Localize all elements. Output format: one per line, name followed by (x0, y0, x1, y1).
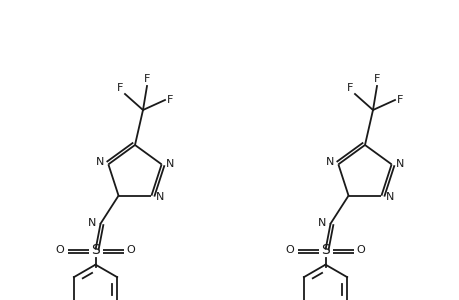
Text: N: N (385, 192, 393, 202)
Text: N: N (395, 159, 403, 169)
Text: O: O (356, 245, 364, 255)
Text: O: O (126, 245, 135, 255)
Text: N: N (88, 218, 96, 228)
Text: N: N (155, 192, 163, 202)
Text: N: N (325, 157, 334, 167)
Text: S: S (91, 243, 100, 257)
Text: N: N (96, 157, 104, 167)
Text: O: O (56, 245, 64, 255)
Text: N: N (165, 159, 174, 169)
Text: F: F (144, 74, 150, 84)
Text: F: F (117, 83, 123, 93)
Text: F: F (346, 83, 352, 93)
Text: F: F (373, 74, 379, 84)
Text: S: S (320, 243, 329, 257)
Text: F: F (396, 95, 403, 105)
Text: F: F (167, 95, 173, 105)
Text: N: N (318, 218, 326, 228)
Text: O: O (285, 245, 294, 255)
